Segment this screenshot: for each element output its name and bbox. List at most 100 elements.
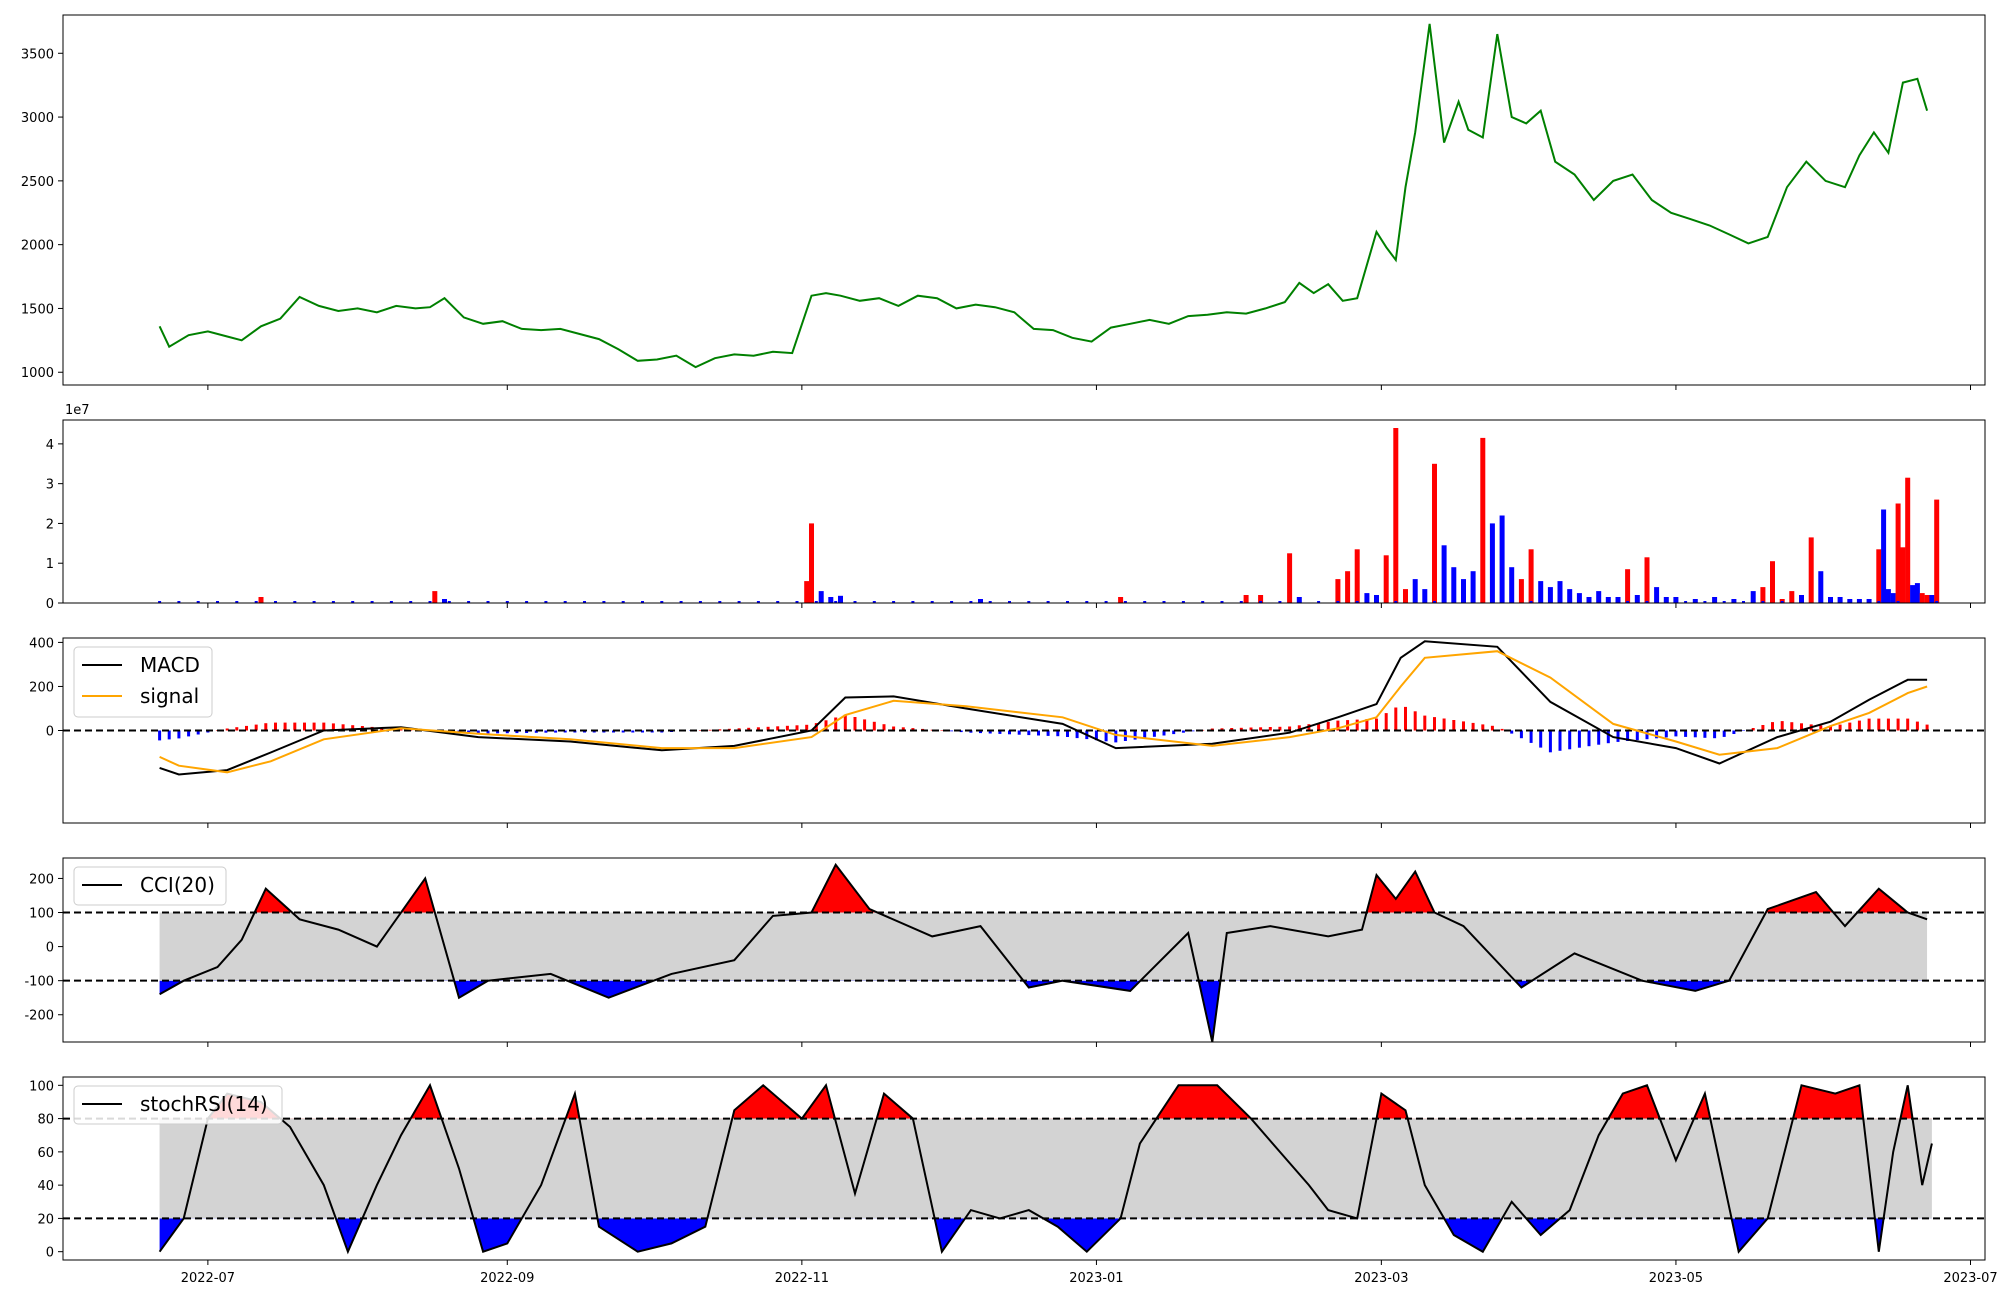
volume-bar	[1692, 599, 1698, 603]
y-tick-label: 0	[46, 725, 54, 740]
y-tick-label: -200	[24, 1009, 54, 1024]
volume-bar	[1750, 591, 1756, 603]
macd-histogram-bar	[1230, 728, 1234, 731]
volume-bar	[737, 601, 741, 603]
volume-bar	[988, 601, 992, 603]
volume-bar	[834, 601, 838, 603]
y-tick-label: 40	[37, 1179, 54, 1194]
macd-histogram-bar	[1780, 721, 1784, 731]
macd-histogram-bar	[1606, 730, 1610, 744]
y-tick-label: -100	[24, 975, 54, 990]
volume-bar	[544, 601, 548, 603]
stochrsi-plot-area: 0 20 40 60 80 100	[29, 1079, 1985, 1261]
volume-bar	[1876, 549, 1882, 603]
macd-histogram-bar	[1915, 721, 1919, 731]
cci-legend-box	[73, 866, 227, 906]
macd-histogram-bar	[1037, 730, 1040, 736]
y-tick-label: 20	[37, 1212, 54, 1227]
volume-bar	[196, 601, 200, 603]
macd-histogram-bar	[1017, 730, 1021, 735]
volume-bar	[1770, 561, 1775, 603]
macd-histogram-bar	[1462, 721, 1465, 731]
volume-bar	[1297, 601, 1301, 603]
volume-bar	[563, 601, 567, 603]
macd-histogram-bar	[1249, 727, 1253, 731]
macd-histogram-bar	[1046, 730, 1050, 736]
volume-bar	[1259, 601, 1263, 603]
volume-bar	[486, 601, 490, 603]
volume-bar	[1296, 597, 1302, 603]
macd-histogram-bar	[544, 730, 548, 733]
volume-bar	[1422, 589, 1428, 603]
volume-bar	[1914, 583, 1920, 603]
y-tick-label: 2	[46, 517, 54, 532]
macd-histogram-bar	[1404, 706, 1407, 731]
volume-bar	[969, 601, 973, 603]
volume-bar	[1818, 571, 1824, 603]
macd-histogram-bar	[1220, 728, 1224, 731]
volume-bar	[583, 601, 586, 603]
macd-histogram-bar	[1288, 726, 1292, 731]
macd-histogram-bar	[254, 724, 258, 731]
macd-histogram-bar	[718, 729, 722, 731]
volume-bar	[1441, 545, 1447, 603]
macd-histogram-bar	[1713, 730, 1717, 739]
volume-bar	[660, 601, 664, 603]
volume-bar	[235, 601, 239, 603]
volume-bar	[1027, 601, 1031, 603]
volume-bar	[1181, 601, 1185, 603]
volume-bar	[1838, 601, 1842, 603]
macd-histogram-bar	[1587, 730, 1591, 747]
macd-histogram-bar	[274, 722, 277, 731]
macd-histogram-bar	[1317, 723, 1321, 731]
y-tick-label: 2000	[21, 239, 54, 254]
macd-histogram-bar	[1094, 730, 1098, 741]
macd-histogram-bar	[698, 730, 702, 731]
volume-bar	[1471, 601, 1475, 603]
volume-bar	[1008, 601, 1011, 603]
y-tick-label: 3	[46, 478, 54, 493]
stochrsi-panel-frame	[62, 1076, 1986, 1261]
macd-histogram-bar	[563, 730, 567, 733]
volume-bar	[274, 601, 277, 603]
volume-bar	[1567, 589, 1573, 603]
y-tick-label: 3000	[21, 111, 54, 126]
volume-bar	[1489, 523, 1495, 603]
macd-histogram-bar	[641, 730, 644, 733]
volume-scale-label: 1e7	[65, 403, 90, 418]
volume-bar	[1287, 553, 1293, 603]
cci-legend-label: CCI(20)	[140, 873, 215, 897]
volume-bar	[872, 601, 876, 603]
volume-bar	[1317, 601, 1321, 603]
macd-histogram-bar	[1896, 718, 1900, 731]
volume-bar	[838, 595, 843, 603]
macd-histogram-bar	[1278, 726, 1282, 731]
volume-bar	[1905, 477, 1911, 603]
volume-bar	[1703, 601, 1707, 603]
volume-bar	[216, 601, 219, 603]
volume-bar	[1046, 601, 1050, 603]
macd-histogram-bar	[1829, 726, 1832, 731]
macd-histogram-bar	[1558, 730, 1562, 751]
volume-bar	[1800, 601, 1803, 603]
volume-bar	[804, 581, 810, 603]
macd-histogram-bar	[1191, 730, 1195, 732]
macd-histogram-bar	[1722, 730, 1726, 737]
stochrsi-band	[159, 1118, 1932, 1219]
volume-bar	[1654, 587, 1660, 603]
volume-bar	[1393, 428, 1399, 603]
volume-bar	[1403, 589, 1408, 603]
macd-histogram-bar	[196, 730, 200, 735]
volume-bar	[1413, 601, 1417, 603]
macd-plot-area: 0 200 400	[29, 636, 1985, 776]
macd-histogram-bar	[1008, 730, 1011, 735]
x-tick-label: 2022-07	[181, 1271, 235, 1286]
macd-histogram-bar	[1268, 727, 1272, 731]
volume-bar	[1625, 569, 1631, 603]
volume-bar	[718, 601, 722, 603]
volume-bar	[978, 599, 983, 603]
volume-bar	[1123, 601, 1127, 603]
macd-histogram-bar	[1857, 720, 1861, 731]
volume-bar	[1118, 597, 1124, 603]
macd-histogram-bar	[631, 730, 635, 733]
